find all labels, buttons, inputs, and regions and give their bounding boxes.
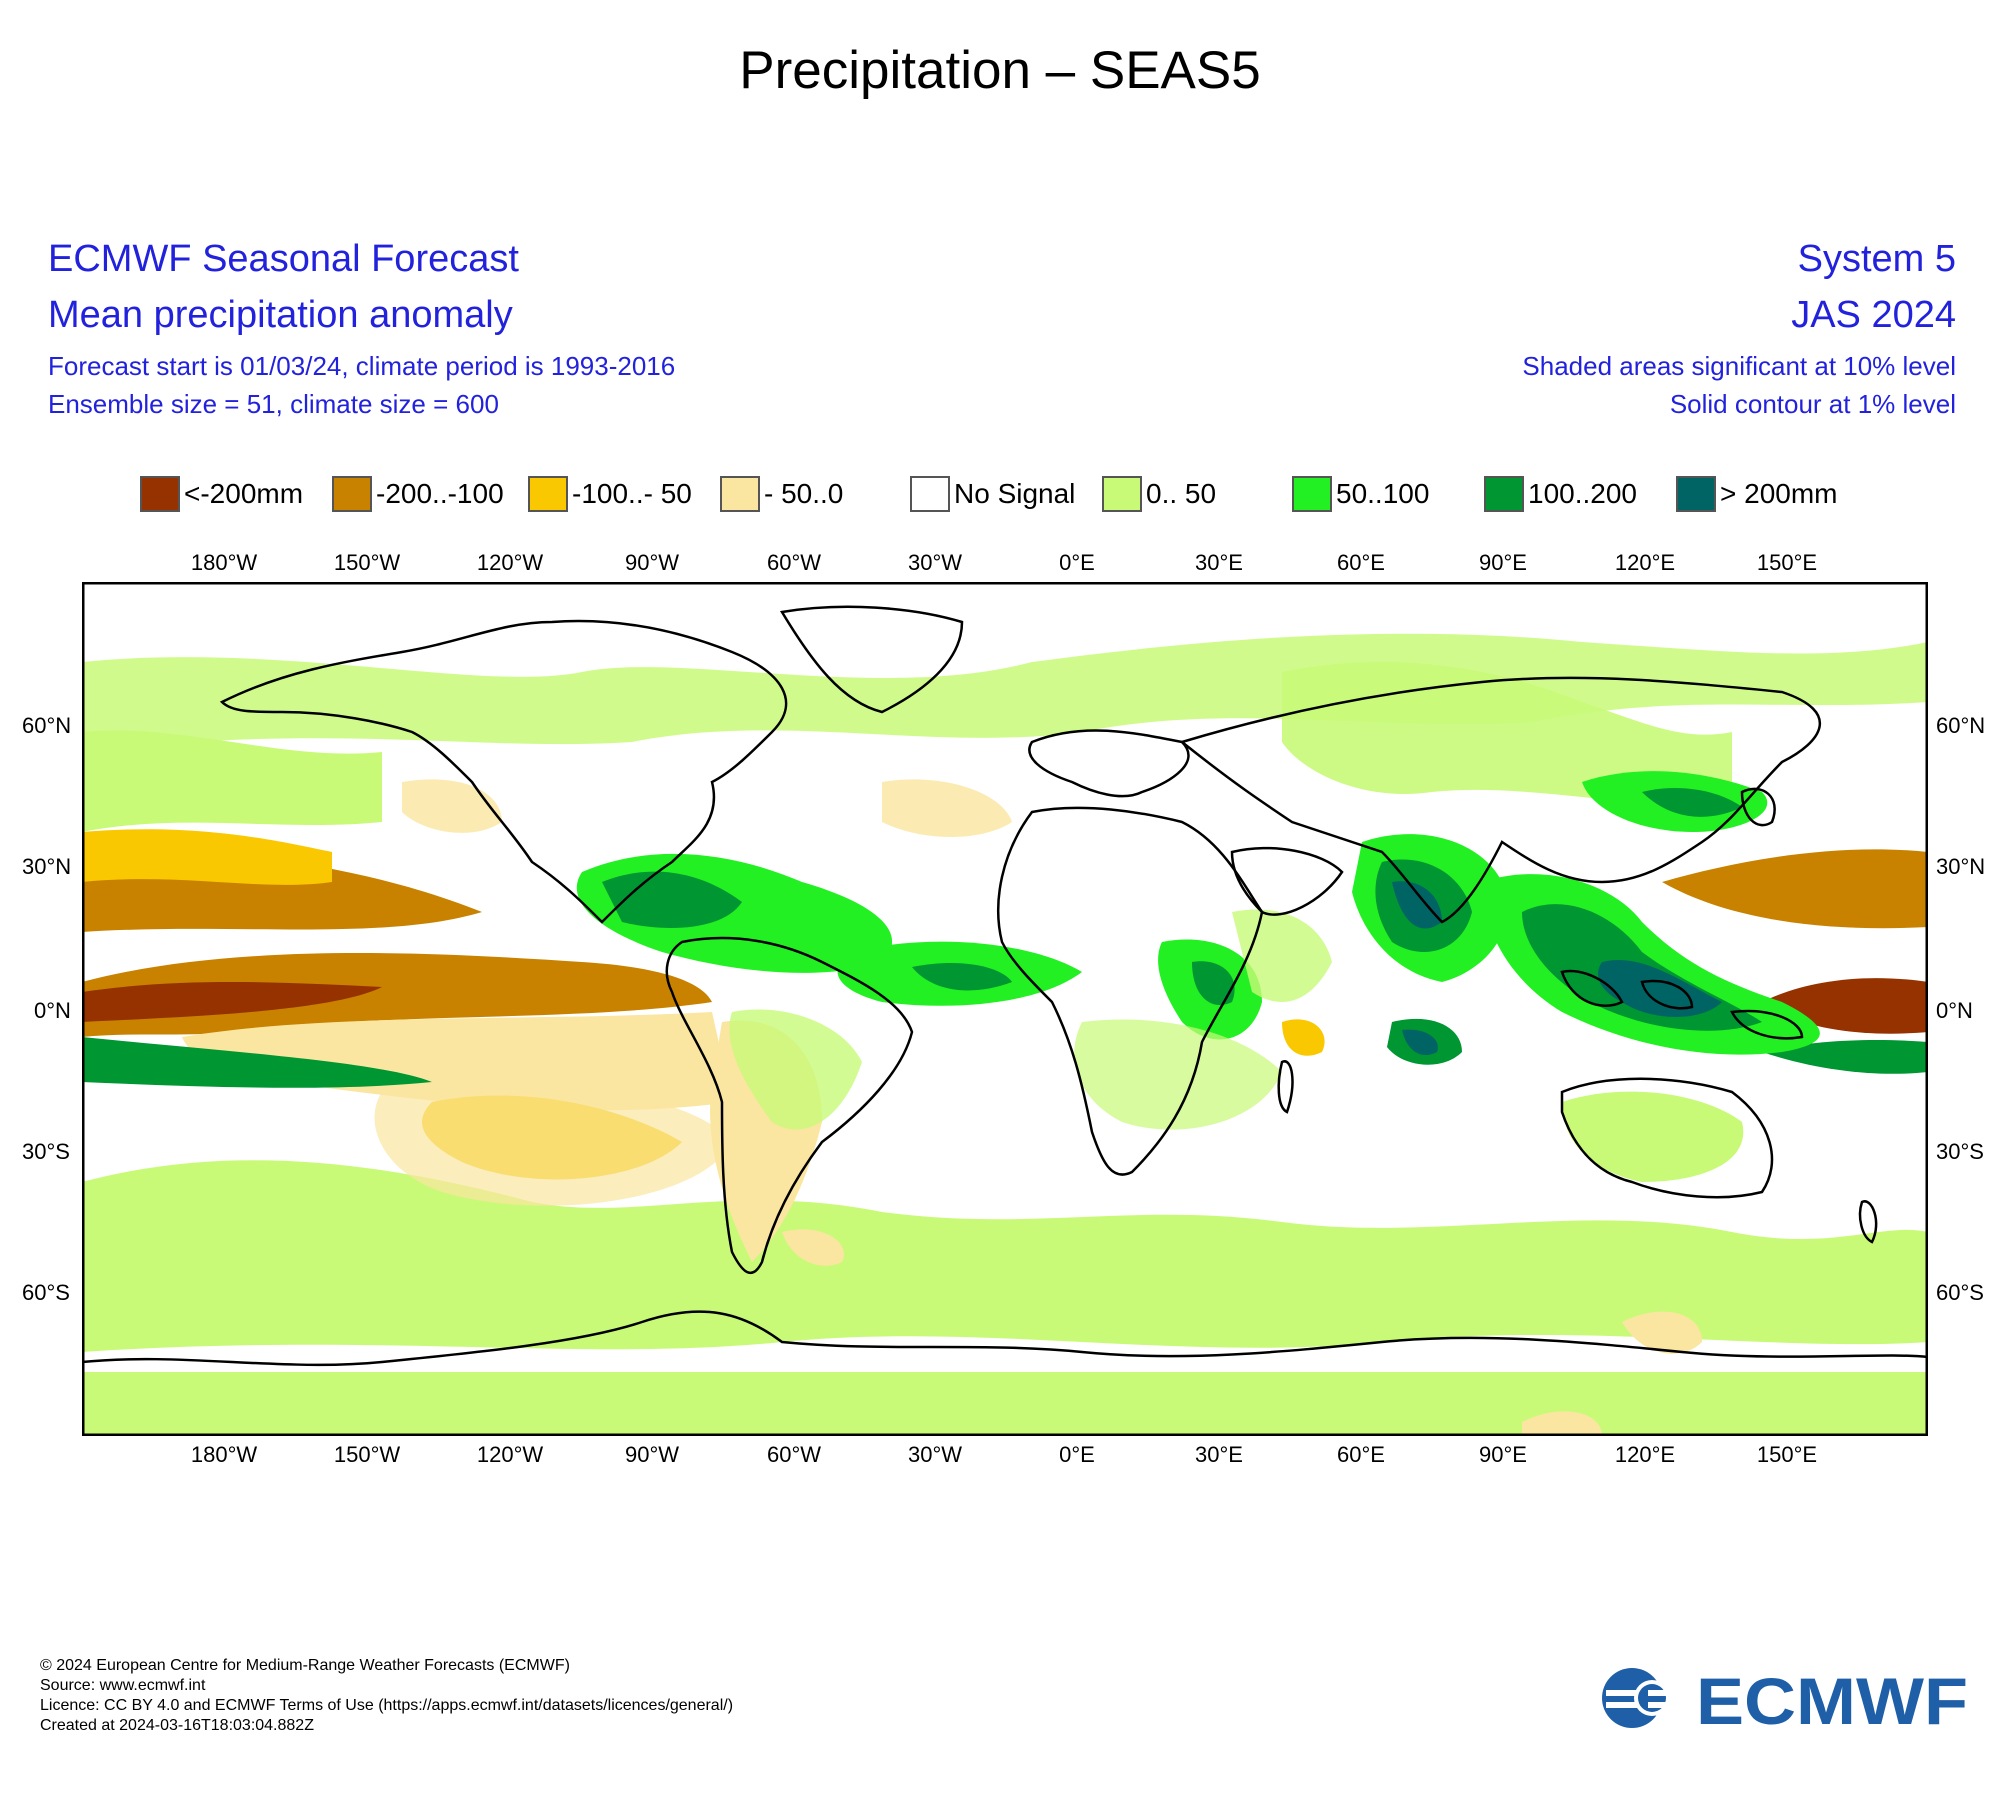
anomaly-shading	[82, 633, 1928, 1436]
lat-label: 60°S	[22, 1280, 70, 1305]
legend-label: <-200mm	[184, 478, 304, 509]
ecmwf-logo-icon: ECMWF	[1602, 1664, 1968, 1738]
legend-swatch	[910, 476, 950, 512]
footer-copyright: © 2024 European Centre for Medium-Range …	[40, 1657, 570, 1674]
lat-label: 30°N	[22, 854, 72, 879]
legend-swatch	[720, 476, 760, 512]
legend-swatch	[1676, 476, 1716, 512]
precipitation-anomaly-map	[82, 582, 1928, 1436]
coastlines	[82, 605, 1928, 1367]
lat-label: 60°S	[1936, 1280, 1984, 1305]
footer-created: Created at 2024-03-16T18:03:04.882Z	[40, 1717, 314, 1734]
legend-swatch	[1484, 476, 1524, 512]
lat-label: 0°N	[1936, 998, 1973, 1023]
legend-item: No Signal	[910, 472, 1075, 516]
lon-label: 120°E	[1614, 1442, 1676, 1467]
lon-label: 30°E	[1195, 1442, 1243, 1467]
lon-label: 60°E	[1337, 1442, 1385, 1467]
lon-label: 90°E	[1479, 1442, 1527, 1467]
lon-labels-top: 180°W 150°W 120°W 90°W 60°W 30°W 0°E 30°…	[0, 550, 2000, 580]
lon-label: 180°W	[190, 550, 258, 575]
legend-label: 0.. 50	[1146, 478, 1217, 509]
legend-swatch	[1102, 476, 1142, 512]
lon-label: 0°E	[1059, 550, 1095, 575]
footer-licence: Licence: CC BY 4.0 and ECMWF Terms of Us…	[40, 1697, 734, 1714]
lat-label: 30°N	[1936, 854, 1986, 879]
legend-label: > 200mm	[1720, 478, 1838, 509]
header-right-contour-note: Solid contour at 1% level	[1669, 389, 1956, 419]
header-left-forecast-start: Forecast start is 01/03/24, climate peri…	[48, 351, 676, 381]
header-right-system: System 5	[1797, 238, 1956, 280]
legend-item: -200..-100	[332, 472, 504, 516]
lat-label: 60°N	[1936, 713, 1986, 738]
lon-label: 90°E	[1479, 550, 1527, 575]
page-title: Precipitation – SEAS5	[739, 41, 1261, 100]
legend-label: -100..- 50	[572, 478, 692, 509]
legend-label: 50..100	[1336, 478, 1430, 509]
legend-label: - 50..0	[764, 478, 844, 509]
lon-labels-bottom: 180°W 150°W 120°W 90°W 60°W 30°W 0°E 30°…	[0, 1442, 2000, 1472]
legend-swatch	[528, 476, 568, 512]
legend-item: <-200mm	[140, 472, 303, 516]
header-right-period: JAS 2024	[1791, 294, 1956, 336]
legend-item: 50..100	[1292, 472, 1429, 516]
lon-label: 150°E	[1756, 1442, 1818, 1467]
header-right-shaded-note: Shaded areas significant at 10% level	[1522, 351, 1956, 381]
lon-label: 0°E	[1059, 1442, 1095, 1467]
lon-label: 30°E	[1195, 550, 1243, 575]
header-left-ensemble: Ensemble size = 51, climate size = 600	[48, 389, 499, 419]
footer: © 2024 European Centre for Medium-Range …	[40, 1656, 733, 1736]
legend-label: 100..200	[1528, 478, 1637, 509]
lat-label: 30°S	[1936, 1139, 1984, 1164]
legend-item: - 50..0	[720, 472, 843, 516]
legend-item: 0.. 50	[1102, 472, 1216, 516]
lon-label: 120°E	[1614, 550, 1676, 575]
lon-label: 120°W	[476, 550, 544, 575]
lon-label: 90°W	[624, 1442, 680, 1467]
header-left-title: ECMWF Seasonal Forecast	[48, 238, 519, 280]
ecmwf-logo: ECMWF	[1598, 1664, 1970, 1738]
lon-label: 90°W	[624, 550, 680, 575]
legend-label: -200..-100	[376, 478, 504, 509]
lon-label: 60°W	[766, 550, 822, 575]
lon-label: 120°W	[476, 1442, 544, 1467]
legend-swatch	[1292, 476, 1332, 512]
lon-label: 60°W	[766, 1442, 822, 1467]
lat-label: 30°S	[22, 1139, 70, 1164]
footer-source: Source: www.ecmwf.int	[40, 1677, 206, 1694]
lon-label: 150°E	[1756, 550, 1818, 575]
lat-label: 60°N	[22, 713, 72, 738]
legend-item: -100..- 50	[528, 472, 692, 516]
header-left-subtitle: Mean precipitation anomaly	[48, 294, 513, 336]
lat-label: 0°N	[34, 998, 71, 1023]
lon-label: 150°W	[333, 550, 401, 575]
lon-label: 60°E	[1337, 550, 1385, 575]
lon-label: 30°W	[907, 550, 963, 575]
legend-label: No Signal	[954, 478, 1076, 509]
lon-label: 30°W	[907, 1442, 963, 1467]
logo-text: ECMWF	[1696, 1664, 1968, 1732]
lon-label: 150°W	[333, 1442, 401, 1467]
legend-item: > 200mm	[1676, 472, 1838, 516]
legend-swatch	[140, 476, 180, 512]
lon-label: 180°W	[190, 1442, 258, 1467]
legend: <-200mm -200..-100 -100..- 50 - 50..0 No…	[140, 472, 1860, 522]
legend-item: 100..200	[1484, 472, 1637, 516]
legend-swatch	[332, 476, 372, 512]
map-frame	[82, 582, 1928, 1436]
